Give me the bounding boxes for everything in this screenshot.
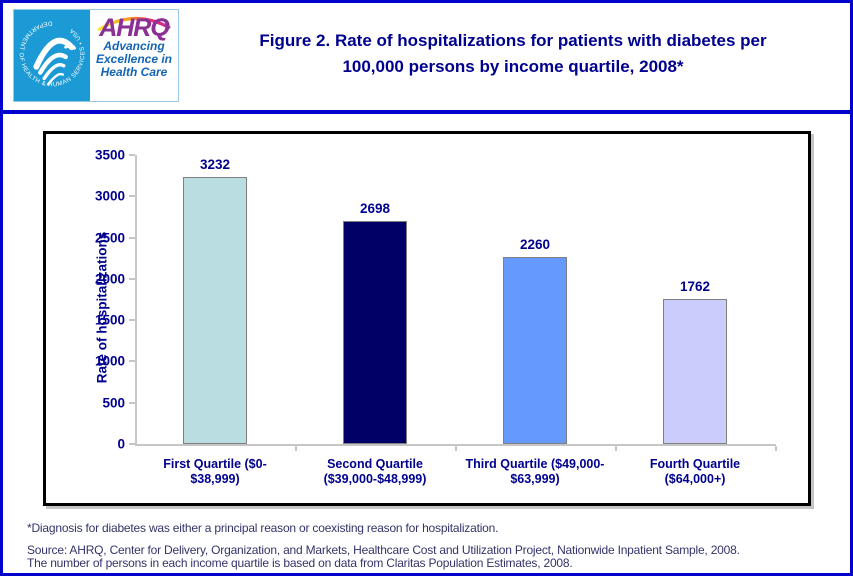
y-tick-mark (129, 236, 135, 239)
y-axis-line (135, 155, 137, 444)
bar-value-label: 3232 (199, 157, 231, 172)
x-category-label-line: First Quartile ($0- (163, 457, 267, 471)
bar (663, 299, 727, 444)
y-tick-label: 2000 (94, 271, 125, 287)
hhs-ahrq-logo: DEPARTMENT OF HEALTH & HUMAN SERVICES • … (13, 9, 179, 102)
x-category-label-line: Fourth Quartile (649, 457, 741, 471)
bar (343, 221, 407, 444)
x-category-label: Third Quartile ($49,000- $63,999) (445, 457, 625, 487)
y-tick-mark (129, 443, 135, 445)
x-category-label-line: Third Quartile ($49,000- (465, 457, 605, 471)
bar-value-label: 2698 (359, 201, 391, 216)
y-tick-label: 1500 (94, 312, 125, 328)
x-tick-mark (295, 446, 297, 451)
y-tick-label: 3500 (94, 147, 125, 163)
y-tick-label: 2500 (94, 230, 125, 246)
footnotes: *Diagnosis for diabetes was either a pri… (27, 522, 836, 569)
y-tick-mark (129, 277, 135, 280)
x-category-label: Fourth Quartile ($64,000+) (605, 457, 785, 487)
x-tick-mark (775, 446, 777, 451)
y-tick-mark (129, 319, 135, 322)
figure-title-line1: Figure 2. Rate of hospitalizations for p… (259, 31, 767, 50)
x-tick-mark (455, 446, 457, 451)
rainbow-arc-icon (97, 16, 171, 32)
header-divider (3, 110, 850, 114)
ahrq-tagline-line1: Advancing (103, 39, 165, 53)
ahrq-tagline: Advancing Excellence in Health Care (90, 40, 178, 79)
footnote-asterisk: *Diagnosis for diabetes was either a pri… (27, 521, 499, 535)
ahrq-tagline-line2: Excellence in (95, 52, 173, 66)
x-category-label-line: Second Quartile (327, 457, 423, 471)
y-tick-label: 0 (117, 436, 125, 452)
x-category-label-line: $63,999) (510, 472, 560, 486)
x-axis-line (135, 444, 776, 446)
bar (503, 257, 567, 444)
plot-area: Rate of hospitalizations 0 500 1000 1500 200… (46, 134, 808, 503)
x-category-label: First Quartile ($0- $38,999) (125, 457, 305, 487)
figure-title: Figure 2. Rate of hospitalizations for p… (188, 28, 838, 80)
y-tick-mark (129, 360, 135, 363)
y-tick-mark (129, 154, 135, 156)
x-category-label-line: $38,999) (190, 472, 240, 486)
ahrq-logo-block: AHRQ Advancing Excellence in Health Care (90, 10, 178, 101)
footnote-claritas: The number of persons in each income qua… (27, 555, 573, 570)
x-tick-mark (615, 446, 617, 451)
bar-value-label: 1762 (679, 279, 711, 294)
bar-value-label: 2260 (519, 237, 551, 252)
hhs-logo-block: DEPARTMENT OF HEALTH & HUMAN SERVICES • … (14, 10, 90, 101)
y-tick-label: 3000 (94, 188, 125, 204)
figure-title-line2: 100,000 persons by income quartile, 2008… (342, 57, 684, 76)
x-category-label-line: ($64,000+) (664, 472, 726, 486)
y-tick-mark (129, 195, 135, 198)
hhs-eagle-icon: DEPARTMENT OF HEALTH & HUMAN SERVICES • … (18, 20, 86, 89)
y-tick-label: 1000 (94, 353, 125, 369)
x-category-label: Second Quartile ($39,000-$48,999) (285, 457, 465, 487)
chart-frame: Rate of hospitalizations 0 500 1000 1500 200… (43, 131, 811, 506)
y-tick-label: 500 (102, 395, 125, 411)
bar (183, 177, 247, 444)
y-tick-mark (129, 401, 135, 404)
ahrq-wordmark: AHRQ (99, 14, 170, 42)
ahrq-tagline-line3: Health Care (100, 65, 168, 79)
footnote-source: Source: AHRQ, Center for Delivery, Organ… (27, 543, 740, 557)
x-category-label-line: ($39,000-$48,999) (323, 472, 427, 486)
